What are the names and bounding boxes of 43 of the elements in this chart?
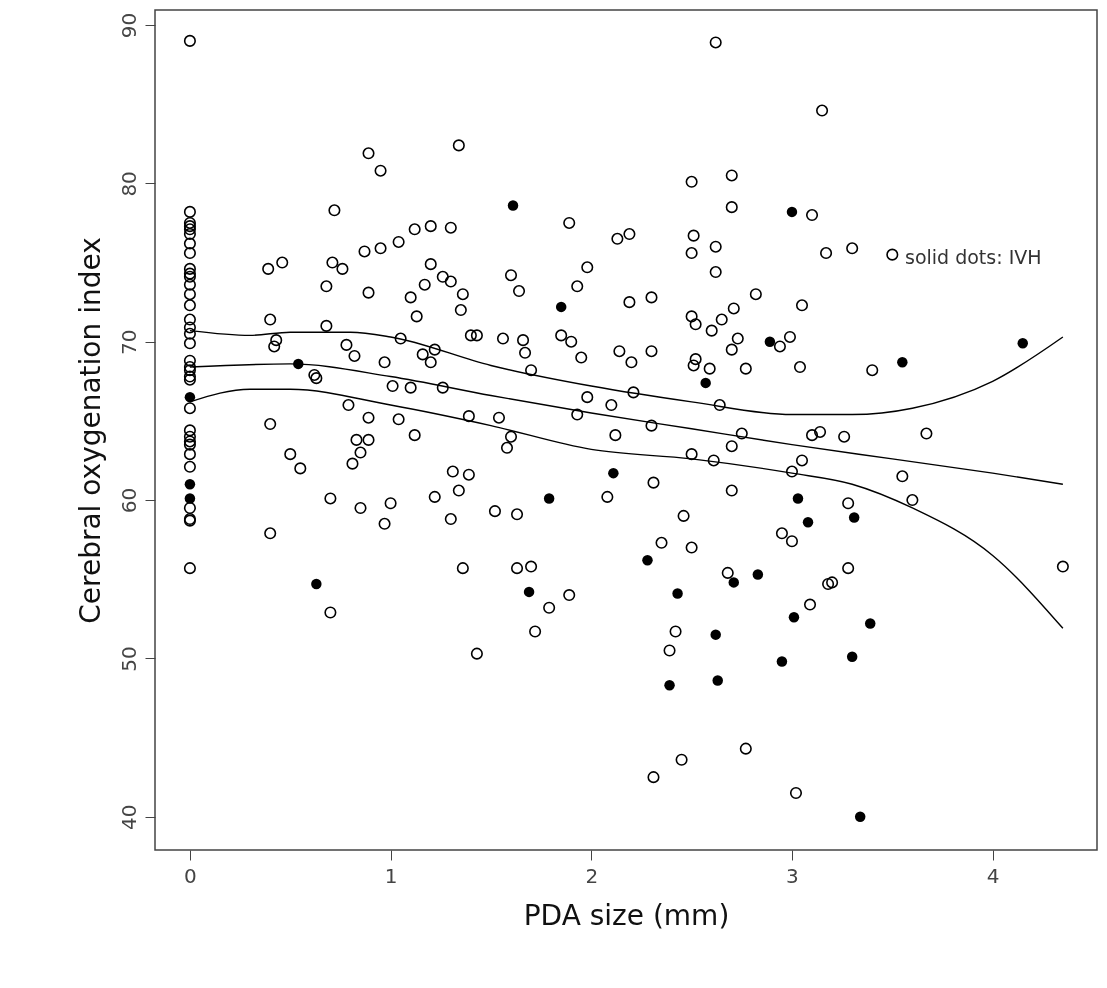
point: [642, 555, 653, 566]
point: [802, 517, 814, 528]
annotation: solid dots: IVH: [905, 246, 1042, 268]
point: [1017, 338, 1028, 349]
x-tick-label: 0: [184, 863, 197, 888]
point: [712, 675, 723, 686]
x-tick-label: 3: [786, 863, 799, 888]
point: [854, 811, 866, 822]
point: [710, 629, 721, 640]
point: [864, 618, 876, 629]
y-tick-label: 50: [116, 646, 141, 672]
point: [184, 479, 196, 490]
point: [507, 200, 519, 211]
point: [764, 336, 776, 347]
point: [752, 569, 764, 580]
y-tick-label: 60: [116, 487, 141, 514]
point: [700, 377, 711, 389]
point: [846, 651, 858, 663]
y-tick-label: 70: [116, 329, 141, 355]
point: [672, 588, 683, 599]
point: [776, 656, 788, 667]
point: [184, 493, 196, 504]
point: [848, 512, 860, 523]
x-axis-title: PDA size (mm): [523, 898, 730, 932]
y-tick-label: 80: [116, 171, 141, 197]
y-axis-title: Cerebral oxygenation index: [73, 237, 107, 624]
point: [184, 391, 196, 403]
point: [664, 680, 675, 691]
point: [608, 467, 619, 479]
point: [523, 586, 535, 598]
point: [555, 301, 567, 313]
point: [543, 493, 555, 504]
point: [788, 612, 800, 623]
x-tick-label: 4: [986, 863, 1000, 888]
point: [311, 578, 322, 590]
point: [728, 577, 740, 588]
y-tick-label: 40: [116, 804, 141, 830]
point: [897, 357, 908, 368]
point: [786, 206, 798, 218]
y-tick-label: 90: [116, 12, 141, 39]
x-tick-label: 2: [585, 863, 599, 888]
x-tick-label: 1: [384, 863, 398, 888]
point: [792, 493, 804, 504]
